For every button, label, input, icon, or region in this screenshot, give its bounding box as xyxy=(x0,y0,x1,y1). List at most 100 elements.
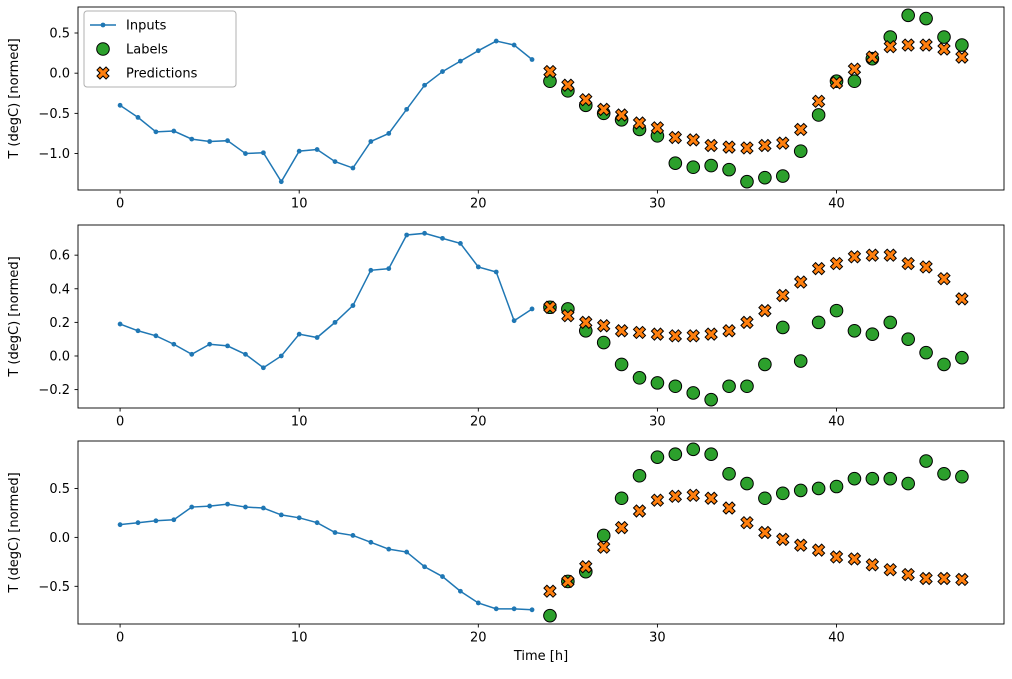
inputs-marker xyxy=(135,328,141,334)
prediction-marker xyxy=(847,62,862,76)
inputs-marker xyxy=(422,82,427,88)
y-tick-label: 0.5 xyxy=(49,482,70,497)
legend-box xyxy=(83,10,237,88)
prediction-marker xyxy=(668,329,683,343)
prediction-marker xyxy=(865,50,880,64)
prediction-marker xyxy=(722,501,736,515)
y-tick-label: 0.5 xyxy=(49,26,70,41)
inputs-marker xyxy=(314,147,320,152)
labels-points xyxy=(543,300,969,407)
prediction-marker xyxy=(579,560,593,574)
inputs-marker xyxy=(440,574,445,579)
label-marker xyxy=(632,468,647,483)
label-marker xyxy=(758,491,772,506)
inputs-marker xyxy=(225,343,230,349)
inputs-marker xyxy=(458,241,463,246)
inputs-marker xyxy=(243,151,248,156)
prediction-marker xyxy=(579,92,593,107)
prediction-marker xyxy=(740,315,754,330)
inputs-marker xyxy=(350,303,356,308)
inputs-marker xyxy=(278,353,284,359)
prediction-marker xyxy=(793,538,808,552)
inputs-marker xyxy=(440,69,445,74)
inputs-marker xyxy=(475,600,481,606)
label-marker xyxy=(543,608,557,623)
label-marker xyxy=(668,379,683,394)
prediction-marker xyxy=(829,550,844,564)
label-marker xyxy=(937,30,951,44)
prediction-marker xyxy=(596,319,611,333)
x-tick-label: 40 xyxy=(828,415,845,430)
inputs-marker xyxy=(243,504,248,510)
inputs-line xyxy=(117,38,535,185)
inputs-marker xyxy=(296,148,302,154)
inputs-marker xyxy=(458,588,463,594)
label-marker xyxy=(776,169,790,183)
inputs-line xyxy=(117,501,535,613)
y-axis-label: T (degC) [normed] xyxy=(7,38,22,159)
inputs-marker xyxy=(422,230,427,236)
legend-item-labels: Labels xyxy=(96,42,168,58)
label-marker xyxy=(811,108,826,122)
label-marker xyxy=(740,379,754,394)
prediction-marker xyxy=(650,327,665,341)
label-marker xyxy=(919,345,933,360)
label-marker xyxy=(793,483,808,498)
inputs-marker xyxy=(440,235,445,241)
x-tick-label: 0 xyxy=(116,415,124,430)
axes-frame xyxy=(77,224,1005,409)
label-marker xyxy=(883,471,898,486)
x-tick-label: 10 xyxy=(291,631,308,646)
x-tick-label: 0 xyxy=(116,631,124,646)
label-marker xyxy=(793,144,808,158)
label-marker xyxy=(668,156,683,170)
inputs-marker xyxy=(332,530,338,535)
inputs-path xyxy=(119,232,533,369)
inputs-marker xyxy=(493,38,499,44)
x-tick-label: 20 xyxy=(470,197,487,212)
label-marker xyxy=(704,158,718,173)
label-marker xyxy=(650,450,665,464)
prediction-marker xyxy=(811,94,826,109)
inputs-marker xyxy=(189,504,195,510)
label-marker xyxy=(865,327,880,341)
label-marker xyxy=(614,491,629,506)
label-marker xyxy=(811,481,826,496)
inputs-marker xyxy=(189,136,195,142)
prediction-marker xyxy=(776,532,790,547)
y-tick-label: 0.0 xyxy=(49,67,70,82)
prediction-marker xyxy=(543,300,557,314)
inputs-path xyxy=(119,40,533,184)
label-marker xyxy=(740,476,754,491)
legend-label: Labels xyxy=(126,43,168,58)
inputs-marker xyxy=(117,522,123,528)
prediction-marker xyxy=(704,327,718,341)
label-marker xyxy=(668,447,683,462)
prediction-marker xyxy=(955,292,969,306)
y-tick-label: 0.4 xyxy=(49,282,70,297)
y-tick-label: −0.5 xyxy=(38,580,70,595)
label-marker xyxy=(901,332,915,346)
prediction-marker xyxy=(704,491,718,505)
label-marker xyxy=(901,476,915,491)
prediction-marker xyxy=(847,250,862,264)
x-tick-label: 40 xyxy=(828,197,845,212)
inputs-marker xyxy=(314,335,320,340)
label-marker xyxy=(686,386,701,400)
prediction-marker xyxy=(847,552,862,566)
prediction-marker xyxy=(686,133,700,147)
prediction-marker xyxy=(955,50,969,64)
label-marker xyxy=(758,357,772,372)
prediction-marker xyxy=(596,102,611,117)
inputs-marker xyxy=(404,232,410,238)
inputs-marker xyxy=(296,515,302,521)
inputs-marker xyxy=(386,131,392,136)
label-marker xyxy=(829,303,844,318)
inputs-marker xyxy=(278,179,284,185)
prediction-marker xyxy=(829,256,844,271)
y-tick-label: 0.0 xyxy=(49,349,70,364)
label-marker xyxy=(758,170,772,185)
label-marker xyxy=(901,8,915,23)
inputs-marker xyxy=(493,269,499,275)
